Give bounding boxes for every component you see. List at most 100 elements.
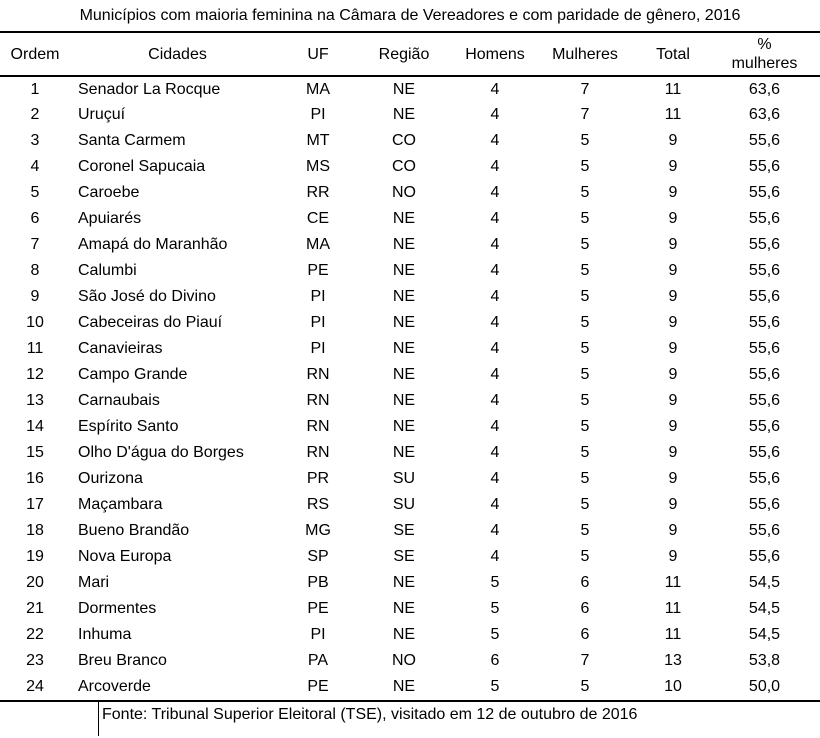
cell-total: 9 bbox=[668, 210, 678, 227]
cell-homens: 4 bbox=[490, 262, 500, 279]
cell-regiao: CO bbox=[392, 158, 416, 175]
cell-mulheres: 5 bbox=[580, 184, 590, 201]
cell-regiao: NE bbox=[392, 392, 416, 409]
cell-uf: PI bbox=[310, 340, 326, 357]
cell-pct-mulheres: 55,6 bbox=[748, 496, 781, 513]
cell-regiao: NE bbox=[392, 626, 416, 643]
cell-mulheres: 5 bbox=[580, 132, 590, 149]
column-header-homens: Homens bbox=[465, 45, 525, 63]
table-row: 17 Maçambara RS SU 4 5 9 55,6 bbox=[0, 492, 820, 518]
cell-mulheres: 7 bbox=[580, 652, 590, 669]
cell-mulheres: 5 bbox=[580, 314, 590, 331]
cell-homens: 4 bbox=[490, 418, 500, 435]
table-row: 9 São José do Divino PI NE 4 5 9 55,6 bbox=[0, 284, 820, 310]
cell-homens: 5 bbox=[490, 600, 500, 617]
cell-cidade: Bueno Brandão bbox=[78, 522, 190, 539]
table-row: 15 Olho D'água do Borges RN NE 4 5 9 55,6 bbox=[0, 440, 820, 466]
cell-cidade: Carnaubais bbox=[78, 392, 160, 409]
table-row: 4 Coronel Sapucaia MS CO 4 5 9 55,6 bbox=[0, 154, 820, 180]
cell-mulheres: 6 bbox=[580, 600, 590, 617]
cell-uf: PB bbox=[307, 574, 329, 591]
cell-total: 11 bbox=[664, 574, 682, 591]
cell-uf: PE bbox=[307, 262, 329, 279]
cell-homens: 4 bbox=[490, 158, 500, 175]
cell-mulheres: 5 bbox=[580, 340, 590, 357]
cell-mulheres: 5 bbox=[580, 158, 590, 175]
table-row: 23 Breu Branco PA NO 6 7 13 53,8 bbox=[0, 648, 820, 674]
cell-total: 9 bbox=[668, 262, 678, 279]
cell-regiao: NE bbox=[392, 210, 416, 227]
cell-cidade: Olho D'água do Borges bbox=[78, 444, 244, 461]
cell-mulheres: 7 bbox=[580, 106, 590, 123]
cell-ordem: 19 bbox=[26, 548, 44, 565]
cell-mulheres: 5 bbox=[580, 678, 590, 695]
cell-total: 11 bbox=[664, 600, 682, 617]
cell-ordem: 17 bbox=[26, 496, 44, 513]
cell-uf: PE bbox=[307, 678, 329, 695]
cell-homens: 4 bbox=[490, 80, 500, 98]
cell-pct-mulheres: 55,6 bbox=[748, 340, 781, 357]
cell-ordem: 4 bbox=[30, 158, 40, 175]
cell-ordem: 13 bbox=[26, 392, 44, 409]
cell-pct-mulheres: 53,8 bbox=[748, 652, 781, 669]
cell-uf: PI bbox=[310, 626, 326, 643]
cell-homens: 4 bbox=[490, 548, 500, 565]
cell-pct-mulheres: 63,6 bbox=[748, 106, 781, 123]
cell-ordem: 3 bbox=[30, 132, 40, 149]
cell-ordem: 21 bbox=[26, 600, 44, 617]
cell-uf: RN bbox=[306, 392, 330, 409]
table-row: 22 Inhuma PI NE 5 6 11 54,5 bbox=[0, 622, 820, 648]
cell-uf: MT bbox=[306, 132, 330, 149]
cell-total: 9 bbox=[668, 548, 678, 565]
cell-cidade: Nova Europa bbox=[78, 548, 172, 565]
cell-regiao: NE bbox=[392, 236, 416, 253]
cell-homens: 5 bbox=[490, 574, 500, 591]
cell-cidade: Canavieiras bbox=[78, 340, 163, 357]
cell-regiao: NE bbox=[392, 600, 416, 617]
cell-cidade: Arcoverde bbox=[78, 678, 151, 695]
cell-homens: 4 bbox=[490, 366, 500, 383]
data-table: Ordem Cidades UF Região Homens Mulheres … bbox=[0, 33, 820, 700]
cell-mulheres: 5 bbox=[580, 548, 590, 565]
cell-homens: 4 bbox=[490, 210, 500, 227]
cell-total: 9 bbox=[668, 184, 678, 201]
column-header-pct-mulheres-label: % mulheres bbox=[731, 36, 798, 72]
cell-homens: 4 bbox=[490, 496, 500, 513]
cell-pct-mulheres: 55,6 bbox=[748, 444, 781, 461]
table-row: 11 Canavieiras PI NE 4 5 9 55,6 bbox=[0, 336, 820, 362]
cell-regiao: SE bbox=[393, 522, 415, 539]
cell-total: 13 bbox=[664, 652, 682, 669]
cell-total: 9 bbox=[668, 366, 678, 383]
cell-pct-mulheres: 50,0 bbox=[748, 678, 781, 695]
cell-ordem: 18 bbox=[26, 522, 44, 539]
source-note: Fonte: Tribunal Superior Eleitoral (TSE)… bbox=[102, 706, 638, 723]
table-row: 18 Bueno Brandão MG SE 4 5 9 55,6 bbox=[0, 518, 820, 544]
cell-uf: PA bbox=[307, 652, 329, 669]
cell-homens: 4 bbox=[490, 470, 500, 487]
cell-cidade: Caroebe bbox=[78, 184, 140, 201]
cell-regiao: SU bbox=[392, 496, 416, 513]
cell-ordem: 11 bbox=[26, 340, 44, 357]
cell-total: 9 bbox=[668, 392, 678, 409]
cell-pct-mulheres: 55,6 bbox=[748, 236, 781, 253]
cell-total: 9 bbox=[668, 444, 678, 461]
cell-uf: RN bbox=[306, 366, 330, 383]
cell-total: 9 bbox=[668, 418, 678, 435]
cell-total: 9 bbox=[668, 340, 678, 357]
cell-ordem: 24 bbox=[26, 678, 44, 695]
table-row: 7 Amapá do Maranhão MA NE 4 5 9 55,6 bbox=[0, 232, 820, 258]
cell-mulheres: 5 bbox=[580, 392, 590, 409]
cell-pct-mulheres: 54,5 bbox=[748, 574, 781, 591]
cell-regiao: NE bbox=[392, 106, 416, 123]
cell-pct-mulheres: 55,6 bbox=[748, 548, 781, 565]
cell-uf: SP bbox=[307, 548, 329, 565]
table-row: 12 Campo Grande RN NE 4 5 9 55,6 bbox=[0, 362, 820, 388]
cell-uf: MS bbox=[306, 158, 330, 175]
table-body: 1 Senador La Rocque MA NE 4 7 11 63,6 2 Uruçuí PI N… bbox=[0, 76, 820, 700]
cell-total: 9 bbox=[668, 496, 678, 513]
cell-cidade: Amapá do Maranhão bbox=[78, 236, 228, 253]
cell-pct-mulheres: 55,6 bbox=[748, 392, 781, 409]
cell-regiao: NE bbox=[392, 366, 416, 383]
cell-mulheres: 5 bbox=[580, 210, 590, 227]
cell-regiao: NO bbox=[392, 184, 416, 201]
